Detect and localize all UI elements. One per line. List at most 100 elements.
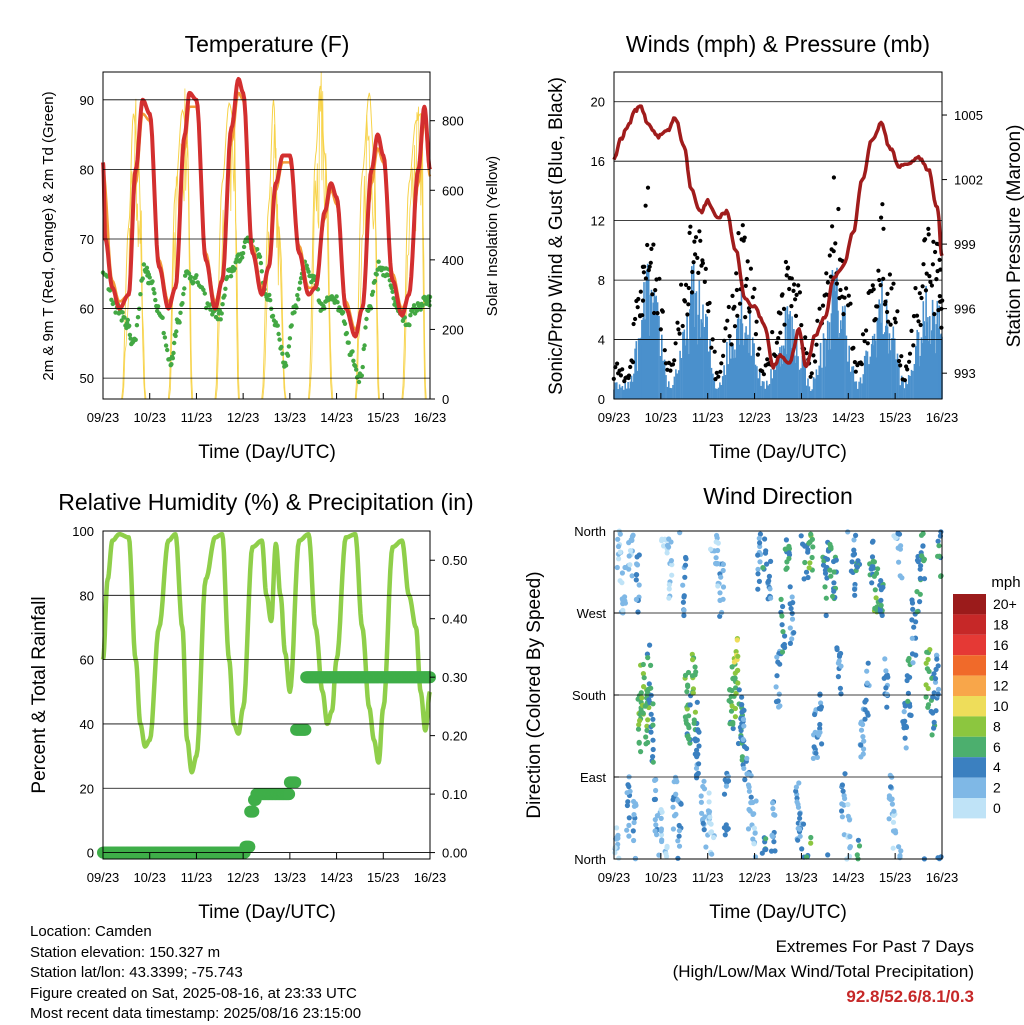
humidity-title: Relative Humidity (%) & Precipitation (i… bbox=[58, 489, 473, 515]
wind-direction-point bbox=[684, 689, 690, 695]
wind-gust-point bbox=[732, 324, 738, 329]
wind-direction-point bbox=[658, 832, 665, 838]
y-tick-label: 50 bbox=[80, 371, 94, 386]
wind-gust-point bbox=[830, 224, 835, 229]
wind-direction-point bbox=[935, 538, 941, 544]
wind-direction-point bbox=[858, 720, 864, 727]
wind-gust-point bbox=[640, 298, 646, 303]
wind-direction-point bbox=[626, 783, 632, 790]
wind-direction-point bbox=[673, 776, 679, 783]
wind-direction-point bbox=[931, 719, 937, 726]
wind-gust-point bbox=[747, 309, 752, 314]
x-tick-label: 09/23 bbox=[87, 870, 120, 885]
wind-direction-point bbox=[778, 596, 784, 603]
wind-gust-point bbox=[761, 372, 767, 377]
wind-direction-point bbox=[809, 536, 816, 543]
wind-direction-point bbox=[934, 656, 940, 662]
wind-direction-point bbox=[638, 690, 644, 696]
wind-direction-point bbox=[699, 810, 705, 816]
wind-direction-point bbox=[783, 537, 790, 543]
wind-direction-point bbox=[639, 695, 645, 701]
wind-direction-point bbox=[794, 799, 800, 805]
dewpoint-point bbox=[306, 269, 311, 274]
wind-gust-point bbox=[672, 358, 677, 363]
wind-gust-point bbox=[713, 377, 718, 382]
wind-gust-point bbox=[891, 281, 896, 286]
y2-tick-label: 0.30 bbox=[442, 670, 467, 685]
wind-direction-point bbox=[774, 673, 780, 679]
wind-direction-point bbox=[898, 848, 904, 854]
y2-tick-label: 0.40 bbox=[442, 612, 467, 627]
y2-tick-label: 996 bbox=[954, 302, 976, 317]
wind-gust-point bbox=[703, 266, 708, 271]
wind-direction-point bbox=[633, 577, 639, 583]
wind-direction-point bbox=[888, 784, 894, 790]
wind-direction-point bbox=[753, 798, 759, 804]
wind-direction-point bbox=[849, 559, 855, 565]
wind-direction-point bbox=[619, 596, 625, 602]
wind-direction-point bbox=[904, 677, 910, 684]
wind-gust-point bbox=[913, 286, 918, 291]
wind-gust-point bbox=[765, 357, 770, 362]
dewpoint-point bbox=[257, 254, 263, 259]
wind-direction-point bbox=[936, 543, 942, 549]
wind-direction-point bbox=[909, 635, 915, 641]
wind-gust-point bbox=[748, 266, 754, 271]
x-tick-label: 15/23 bbox=[367, 870, 400, 885]
dewpoint-point bbox=[223, 286, 228, 291]
wind-direction-point bbox=[650, 754, 656, 760]
colorbar-label: 12 bbox=[993, 678, 1009, 694]
wind-direction-point bbox=[787, 640, 794, 647]
wind-direction-point bbox=[681, 607, 687, 614]
wind-gust-point bbox=[825, 280, 831, 285]
wind-direction-point bbox=[614, 825, 620, 831]
wind-gust-point bbox=[734, 271, 739, 276]
wind-direction-point bbox=[732, 714, 739, 720]
dewpoint-point bbox=[361, 346, 366, 352]
wind-gust-point bbox=[814, 342, 819, 347]
wind-direction-point bbox=[806, 540, 812, 546]
wind-direction-point bbox=[643, 741, 649, 747]
wind-direction-point bbox=[905, 657, 911, 664]
wind-direction-point bbox=[771, 839, 777, 845]
wind-gust-point bbox=[859, 362, 864, 367]
x-tick-label: 12/23 bbox=[227, 870, 260, 885]
wind-direction-point bbox=[638, 749, 644, 755]
x-tick-label: 10/23 bbox=[133, 410, 166, 425]
wind-direction-point bbox=[708, 829, 715, 835]
dewpoint-point bbox=[151, 287, 156, 292]
colorbar-swatch bbox=[953, 696, 986, 717]
wind-direction-point bbox=[801, 576, 807, 582]
wind-direction-point bbox=[878, 602, 884, 609]
wind-direction-point bbox=[739, 709, 745, 715]
wind-direction-point bbox=[741, 765, 747, 772]
y-tick-label: 60 bbox=[80, 302, 94, 317]
dewpoint-point bbox=[228, 274, 234, 279]
colorbar-label: 8 bbox=[993, 718, 1001, 734]
wind-direction-point bbox=[683, 556, 689, 562]
wind-direction-point bbox=[650, 737, 656, 743]
wind-direction-point bbox=[635, 609, 641, 615]
wind-direction-point bbox=[755, 566, 761, 572]
x-tick-label: 13/23 bbox=[785, 410, 818, 425]
wind-gust-point bbox=[626, 373, 632, 378]
wind-gust-point bbox=[719, 361, 724, 366]
wind-direction-point bbox=[722, 832, 728, 838]
temperature-ylabel-left: 2m & 9m T (Red, Orange) & 2m Td (Green) bbox=[40, 91, 57, 380]
humidity-ylabel-left: Percent & Total Rainfall bbox=[29, 596, 50, 793]
wind-gust-point bbox=[804, 351, 809, 356]
wind-direction-point bbox=[711, 834, 717, 841]
wind-gust-point bbox=[682, 299, 688, 304]
wind-direction-point bbox=[872, 587, 878, 593]
wind-gust-point bbox=[686, 285, 691, 291]
y-tick-label: 12 bbox=[591, 214, 605, 229]
wind-gust-point bbox=[836, 206, 841, 212]
x-tick-label: 11/23 bbox=[181, 870, 213, 885]
wind-direction-point bbox=[871, 559, 878, 565]
wind-direction-point bbox=[920, 543, 926, 549]
wind-direction-point bbox=[842, 795, 848, 802]
wind-direction-point bbox=[718, 574, 724, 580]
dewpoint-point bbox=[273, 320, 278, 325]
wind-direction-point bbox=[789, 610, 795, 617]
wind-direction-point bbox=[872, 605, 878, 612]
